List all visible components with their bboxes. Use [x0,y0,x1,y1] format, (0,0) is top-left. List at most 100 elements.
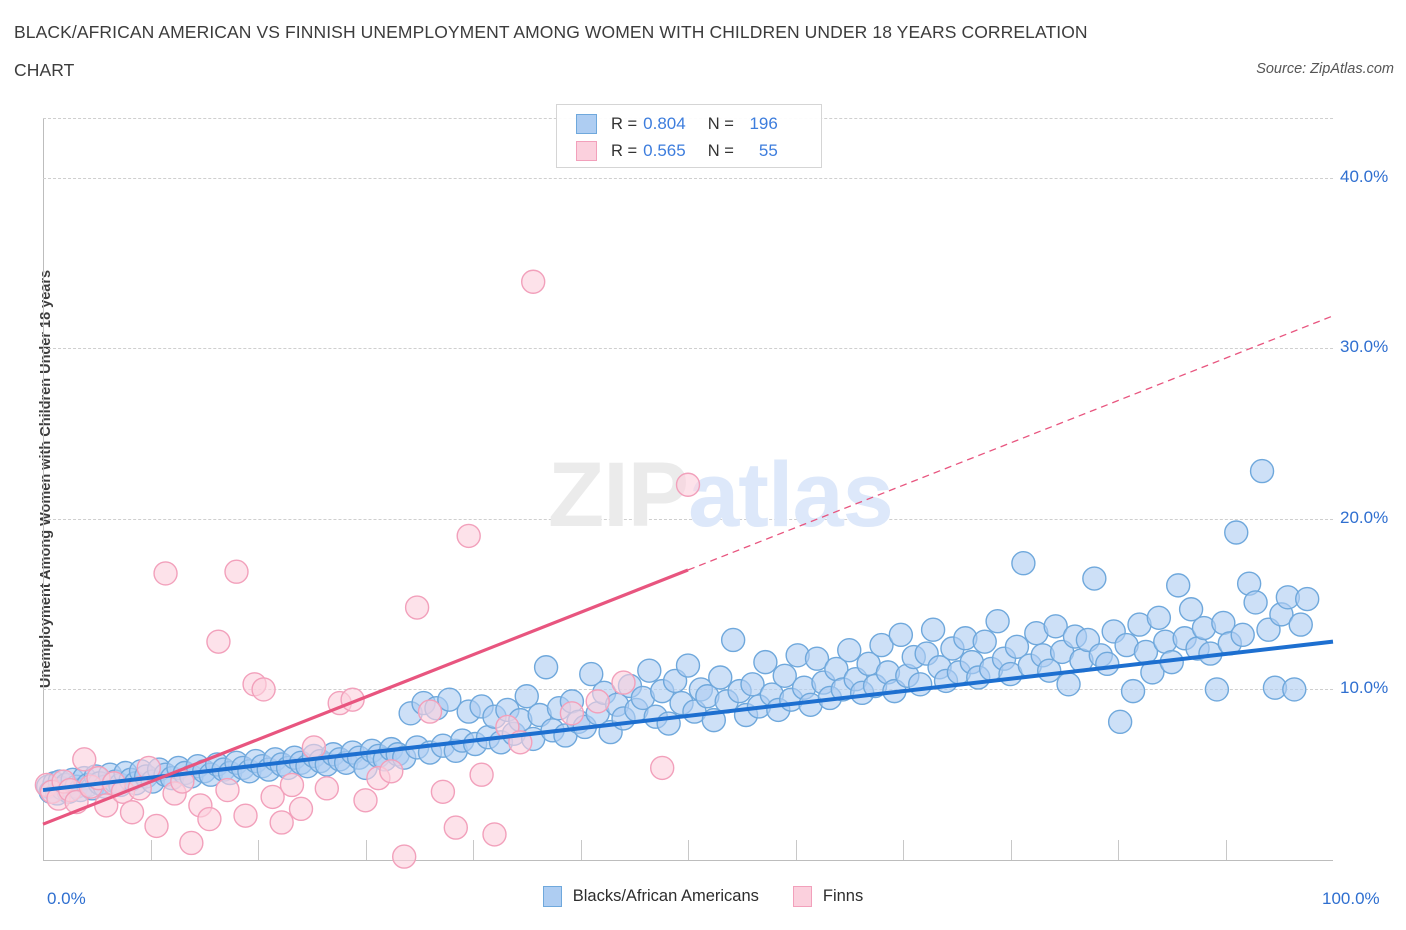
data-point [611,670,636,695]
stat-n-value-blue: 196 [749,114,778,133]
data-point [251,677,276,702]
series-swatch-icon-pink [576,141,597,161]
x-axis-tick [473,840,474,860]
x-axis-tick [795,840,797,860]
x-axis-tick [1010,840,1012,860]
data-point [469,762,494,787]
data-point [1146,605,1172,630]
legend-swatch-icon-pink [792,886,812,907]
data-point [1095,651,1120,677]
data-point [585,689,610,714]
data-point [514,684,539,709]
y-tick-label: 20.0% [1340,507,1389,527]
gridline [43,177,1333,179]
page-title: BLACK/AFRICAN AMERICAN VS FINNISH UNEMPL… [14,22,1088,42]
data-point [1082,566,1107,591]
x-axis-tick [1225,840,1227,860]
data-point [215,777,240,803]
x-axis-tick [258,840,259,860]
data-point [579,661,604,687]
data-point [837,637,862,663]
data-point [179,830,204,856]
data-point [1204,677,1230,702]
data-point [288,796,314,822]
x-axis-tick [1118,840,1119,860]
data-point [1056,672,1081,697]
y-axis-line [43,118,44,860]
stat-r-label-pink: R = [611,141,638,160]
data-point [1294,586,1320,612]
series-finns [34,269,701,869]
source-attribution: Source: ZipAtlas.com [1256,61,1394,77]
data-point [637,658,662,683]
data-point [1165,573,1191,598]
data-point [404,595,430,620]
x-axis-tick [903,840,904,860]
data-point [279,772,305,798]
legend-item-finns[interactable]: Finns [792,886,863,907]
data-point [206,629,231,654]
stat-n-value-pink: 55 [758,141,778,160]
y-tick-label: 10.0% [1340,678,1389,698]
data-point [119,800,145,825]
data-point [559,701,585,726]
data-point [920,617,946,642]
trend-line-solid [42,568,689,826]
legend-swatch-icon-blue [542,886,562,907]
data-point [708,665,733,690]
data-point [482,822,507,847]
x-axis-tick [365,840,367,860]
stat-r-value-pink: 0.565 [643,141,686,160]
data-point [908,672,933,697]
data-point [650,755,675,781]
data-point [740,672,765,697]
gridline [43,689,1333,691]
legend-item-blacks[interactable]: Blacks/African Americans [542,886,759,907]
data-point [888,622,914,648]
data-point [1249,458,1275,484]
page-subtitle: CHART [14,60,75,80]
data-point [197,806,222,832]
series-swatch-icon-blue [576,114,597,134]
data-point [1230,622,1255,648]
x-tick-label-max: 100.0% [1322,889,1380,908]
data-point [1224,520,1249,545]
data-point [1178,597,1204,622]
data-point [269,810,294,835]
plot-area: ZIPatlas [34,118,1334,869]
data-point [153,561,178,586]
data-point [456,523,481,549]
x-axis-tick [688,840,689,860]
data-point [985,609,1010,634]
data-point [233,803,258,828]
data-point [417,699,443,724]
data-point [353,788,378,813]
data-point [1282,677,1307,702]
data-point [720,627,746,653]
x-axis-tick [150,840,152,860]
data-point [430,779,456,804]
correlation-stats-box: R = 0.804 N = 196 R = 0.565 N = 55 [556,104,822,168]
scatter-svg [34,269,1334,869]
data-point [1004,634,1030,659]
series-blacks-african-americans [35,458,1320,806]
data-point [869,632,894,658]
data-point [675,653,701,678]
stat-n-label-blue: N = [707,114,734,133]
data-point [1043,614,1068,639]
stat-r-value-blue: 0.804 [643,114,686,133]
data-point [72,747,97,772]
trend-line-solid [42,639,1334,793]
x-axis-line [43,860,1333,861]
data-point [301,735,327,760]
data-point [772,663,797,688]
chart-legend: Blacks/African Americans Finns [0,886,1406,907]
y-tick-label: 30.0% [1340,337,1389,357]
data-point [533,655,559,680]
stat-n-label-pink: N = [707,141,734,160]
data-point [260,784,285,810]
data-point [1288,612,1313,637]
data-point [804,646,830,671]
data-point [972,629,997,654]
